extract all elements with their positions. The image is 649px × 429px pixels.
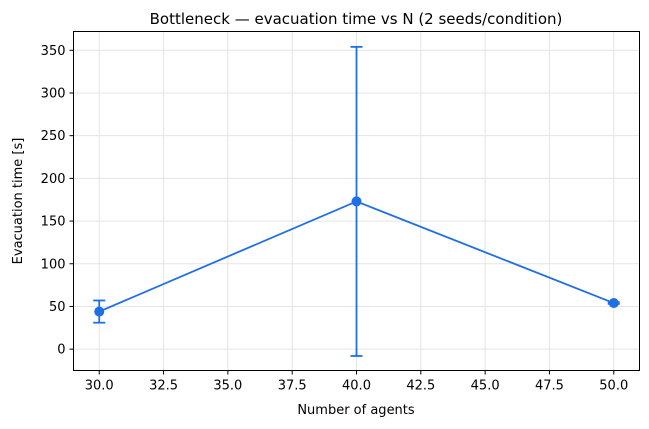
x-tick-label: 35.0 <box>213 379 242 394</box>
x-tick-label: 40.0 <box>342 379 371 394</box>
y-tick-label: 150 <box>41 215 66 230</box>
y-tick-label: 50 <box>49 300 66 315</box>
data-point <box>608 298 619 309</box>
x-tick-label: 42.5 <box>406 379 435 394</box>
y-tick-label: 0 <box>57 343 65 358</box>
y-tick-label: 200 <box>41 172 66 187</box>
data-point <box>94 306 105 317</box>
y-tick-label: 250 <box>41 129 66 144</box>
x-tick-label: 30.0 <box>85 379 114 394</box>
x-axis-label: Number of agents <box>297 403 415 418</box>
y-axis-label: Evacuation time [s] <box>11 138 26 265</box>
y-tick-label: 100 <box>41 257 66 272</box>
y-tick-label: 350 <box>41 44 66 59</box>
series-layer <box>93 45 620 357</box>
chart-title: Bottleneck — evacuation time vs N (2 see… <box>150 10 563 28</box>
x-tick-label: 32.5 <box>149 379 178 394</box>
x-tick-label: 50.0 <box>599 379 628 394</box>
y-tick-label: 300 <box>41 86 66 101</box>
data-point <box>351 196 362 207</box>
x-tick-label: 37.5 <box>278 379 307 394</box>
tick-layer: 30.0 32.5 35.0 37.5 40.0 42.5 45.0 47.5 50.0 0 50 1… <box>41 44 629 394</box>
x-tick-label: 45.0 <box>471 379 500 394</box>
x-tick-label: 47.5 <box>535 379 564 394</box>
